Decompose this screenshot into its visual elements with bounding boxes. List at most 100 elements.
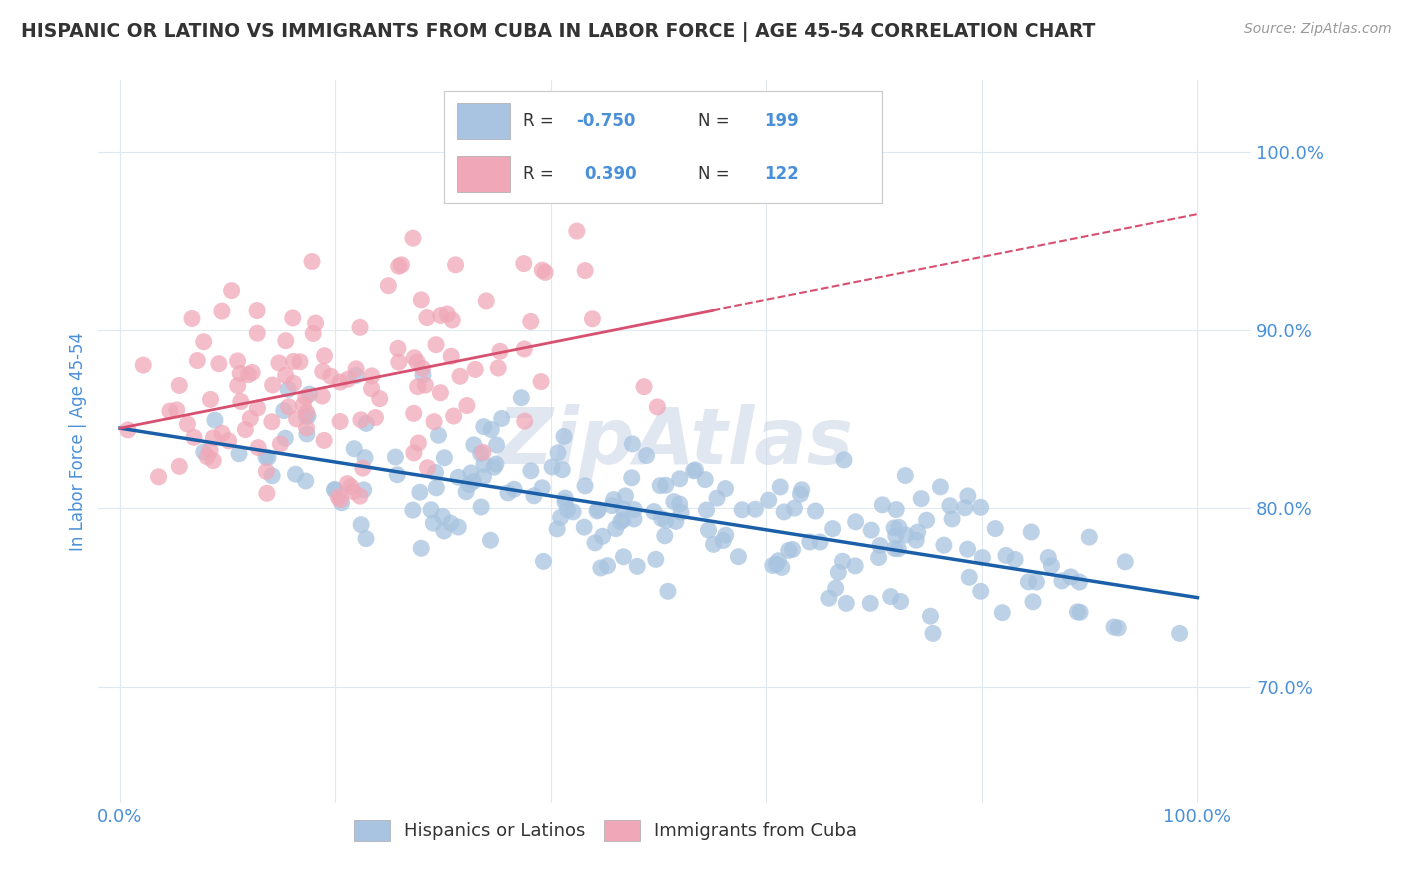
Point (1038, 550, 1060, 565)
Point (267, 356, 290, 370)
Point (731, 502, 754, 516)
Point (868, 550, 890, 565)
Point (1066, 605, 1088, 619)
Point (827, 566, 849, 580)
Point (588, 502, 610, 516)
Point (246, 401, 269, 415)
Point (344, 362, 367, 376)
Point (274, 334, 297, 348)
Point (368, 392, 391, 406)
Text: Source: ZipAtlas.com: Source: ZipAtlas.com (1244, 22, 1392, 37)
Point (229, 367, 252, 381)
Point (668, 497, 690, 511)
Point (832, 453, 855, 467)
Point (377, 278, 399, 293)
Point (349, 320, 371, 334)
Point (349, 489, 371, 503)
Point (533, 554, 555, 568)
Point (479, 533, 502, 548)
Point (281, 310, 304, 325)
Point (427, 428, 450, 442)
Point (920, 609, 942, 624)
Point (277, 383, 299, 397)
Point (479, 422, 502, 436)
Point (416, 460, 439, 475)
Point (354, 417, 377, 431)
Point (808, 535, 831, 549)
Point (883, 521, 905, 535)
Point (229, 394, 252, 409)
Point (711, 533, 734, 548)
Point (218, 434, 240, 448)
Point (198, 443, 221, 458)
Point (957, 570, 980, 584)
Point (541, 460, 564, 475)
Point (609, 515, 631, 529)
Point (869, 539, 891, 553)
Point (586, 504, 609, 518)
Point (402, 446, 425, 460)
Point (765, 558, 787, 572)
Point (432, 509, 454, 524)
Point (623, 512, 645, 526)
Point (789, 487, 811, 501)
Point (972, 550, 994, 565)
Point (323, 483, 346, 497)
Point (520, 464, 543, 478)
Point (354, 532, 377, 546)
Point (193, 334, 215, 349)
Point (441, 313, 464, 327)
Point (513, 342, 536, 356)
Point (329, 492, 352, 507)
Point (491, 411, 513, 425)
Point (513, 256, 536, 270)
Point (654, 529, 676, 543)
Point (464, 362, 486, 376)
Point (685, 463, 707, 477)
Point (411, 361, 433, 376)
Point (565, 224, 588, 238)
Point (391, 258, 413, 272)
Point (470, 500, 492, 514)
Point (246, 326, 269, 341)
Point (257, 450, 280, 465)
Point (612, 549, 634, 564)
Point (402, 503, 425, 517)
Point (423, 415, 446, 429)
Point (626, 559, 648, 574)
Point (444, 258, 467, 272)
Point (406, 355, 429, 369)
Point (343, 442, 366, 456)
Point (402, 406, 425, 420)
Point (799, 535, 821, 549)
Point (910, 491, 932, 506)
Point (884, 528, 907, 542)
Point (329, 375, 352, 389)
Point (883, 541, 905, 556)
Point (354, 450, 377, 465)
Point (706, 491, 728, 505)
Point (550, 510, 572, 524)
Point (669, 505, 692, 519)
Point (294, 390, 316, 404)
Point (193, 445, 215, 459)
Point (884, 502, 907, 516)
Point (447, 520, 470, 534)
Point (547, 446, 569, 460)
Point (433, 524, 456, 538)
Point (554, 491, 576, 505)
Point (702, 537, 724, 551)
Point (204, 413, 226, 427)
Point (714, 528, 737, 542)
Point (600, 499, 623, 513)
Point (574, 263, 596, 277)
Point (475, 293, 498, 308)
Point (744, 502, 766, 516)
Point (984, 522, 1007, 536)
Point (239, 411, 262, 425)
Point (668, 472, 690, 486)
Point (621, 437, 644, 451)
Point (818, 591, 841, 606)
Point (314, 434, 336, 448)
Point (436, 307, 458, 321)
